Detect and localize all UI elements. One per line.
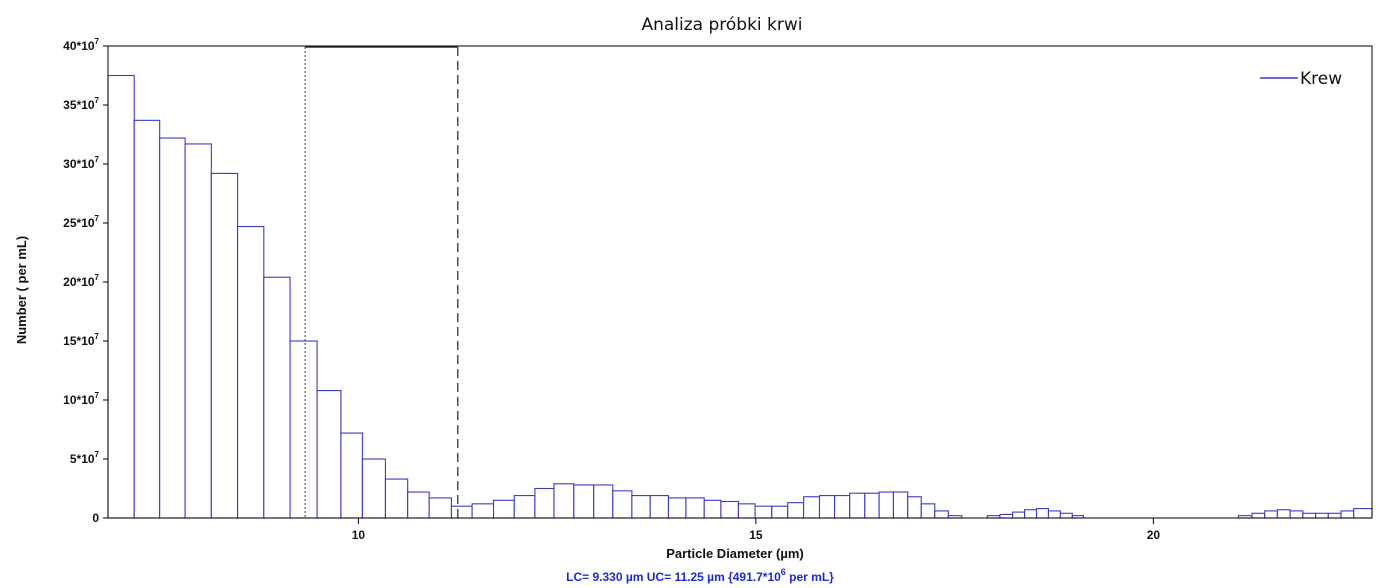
y-tick-label-30: 30*107 xyxy=(63,155,99,171)
bar-0-18 xyxy=(534,487,555,519)
y-tick-label-5: 5*107 xyxy=(70,450,100,466)
bar-0-1 xyxy=(133,119,161,519)
bar-0-32 xyxy=(787,502,805,519)
bar-0-27 xyxy=(703,499,722,519)
y-tick-label-15: 15*107 xyxy=(63,332,99,348)
bar-0-7 xyxy=(289,340,318,519)
bar-0-59 xyxy=(1302,512,1317,519)
footer-exponent: 6 xyxy=(781,567,786,577)
y-tick-label-20: 20*107 xyxy=(63,273,99,289)
bar-0-25 xyxy=(667,497,687,519)
bar-0-20 xyxy=(573,484,595,519)
bar-0-61 xyxy=(1327,512,1342,519)
bar-0-15 xyxy=(471,503,495,519)
bar-0-14 xyxy=(450,505,473,519)
bar-0-23 xyxy=(631,495,651,519)
bar-0-55 xyxy=(1251,512,1266,519)
x-tick-label-10: 10 xyxy=(352,528,366,542)
y-tick-label-10: 10*107 xyxy=(63,391,99,407)
bar-0-21 xyxy=(593,484,614,519)
bar-0-29 xyxy=(737,503,756,519)
bar-0-26 xyxy=(685,497,705,519)
bar-0-41 xyxy=(920,503,936,519)
bar-0-40 xyxy=(907,496,922,519)
y-tick-label-35: 35*107 xyxy=(63,96,99,112)
bar-0-2 xyxy=(159,137,186,519)
x-axis-ticks: 10 15 20 xyxy=(352,518,1161,542)
bar-0-6 xyxy=(263,276,291,519)
bar-0-13 xyxy=(428,497,452,519)
bar-0-4 xyxy=(210,172,239,519)
bar-0-56 xyxy=(1264,510,1278,519)
bar-0-63 xyxy=(1353,508,1373,519)
bar-0-9 xyxy=(340,432,363,519)
bar-0-52 xyxy=(1059,512,1073,519)
bar-0-19 xyxy=(553,483,575,519)
bar-0-37 xyxy=(864,492,880,519)
bar-0-34 xyxy=(818,495,836,519)
x-tick-label-20: 20 xyxy=(1147,528,1161,542)
bar-0-28 xyxy=(720,500,739,519)
bar-0-51 xyxy=(1047,510,1061,519)
footer-tail: per mL} xyxy=(786,570,834,584)
bar-0-57 xyxy=(1276,509,1291,519)
bar-0-24 xyxy=(649,495,669,519)
bar-0-31 xyxy=(771,505,789,519)
bar-0-48 xyxy=(1012,511,1026,519)
bar-0-17 xyxy=(513,495,536,519)
y-tick-label-25: 25*107 xyxy=(63,214,99,230)
y-axis-title: Number ( per mL) xyxy=(14,236,29,344)
x-tick-label-15: 15 xyxy=(749,528,763,542)
bar-0-62 xyxy=(1340,510,1355,519)
bar-0-11 xyxy=(384,478,409,519)
bar-0-3 xyxy=(184,143,212,519)
bar-0-60 xyxy=(1315,512,1329,519)
bar-0-50 xyxy=(1035,508,1049,519)
bar-0-0 xyxy=(107,74,135,519)
legend-label-krew: Krew xyxy=(1300,69,1342,89)
bar-0-35 xyxy=(834,495,851,519)
bar-0-49 xyxy=(1024,509,1038,519)
bar-0-39 xyxy=(892,491,909,519)
cursor-summary-text: LC= 9.330 µm UC= 11.25 µm {491.7*106 per… xyxy=(566,567,834,584)
y-axis-ticks: 0 5*107 10*107 15*107 20*107 25*107 30*107 35*1… xyxy=(63,37,108,525)
bar-0-38 xyxy=(878,491,894,519)
histogram-bars xyxy=(107,74,1373,519)
footer-main: LC= 9.330 µm UC= 11.25 µm {491.7*10 xyxy=(566,570,781,584)
bar-0-5 xyxy=(237,225,265,519)
y-tick-label-0: 0 xyxy=(92,511,99,525)
cursor-markers xyxy=(304,46,459,518)
x-axis-title: Particle Diameter (µm) xyxy=(666,546,804,561)
bar-0-33 xyxy=(803,496,821,519)
y-tick-label-40: 40*107 xyxy=(63,37,99,53)
chart-title: Analiza próbki krwi xyxy=(641,15,802,35)
bar-0-42 xyxy=(934,510,949,519)
bar-0-30 xyxy=(754,505,773,519)
bar-0-8 xyxy=(316,390,342,519)
bar-0-22 xyxy=(612,490,633,519)
bar-0-12 xyxy=(407,491,430,519)
bar-0-58 xyxy=(1289,510,1304,519)
bar-0-47 xyxy=(999,513,1014,519)
bar-0-16 xyxy=(493,499,515,519)
bar-0-10 xyxy=(361,458,386,519)
bar-0-36 xyxy=(849,492,866,519)
legend: Krew xyxy=(1260,69,1342,89)
